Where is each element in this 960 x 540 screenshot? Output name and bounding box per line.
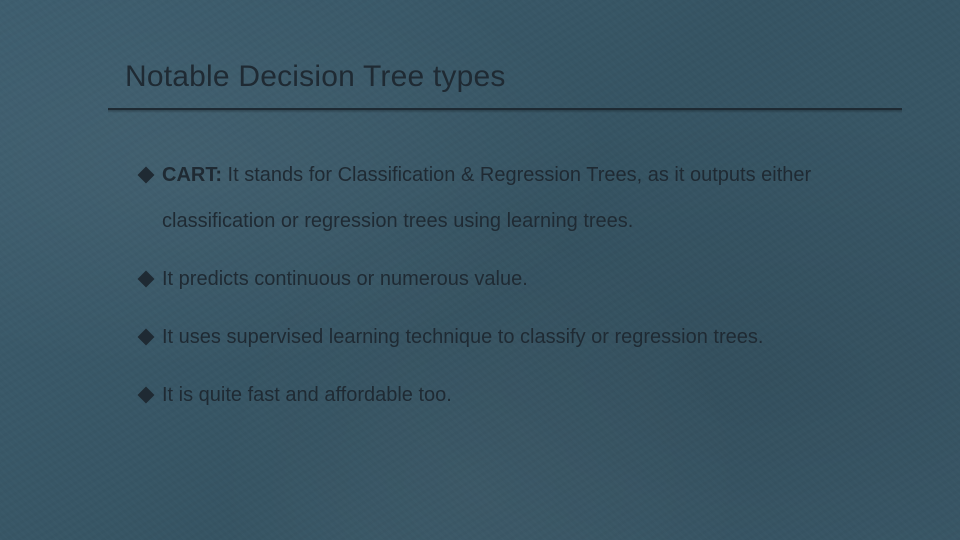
bullet-body: It stands for Classification & Regressio… xyxy=(162,164,811,232)
bullet-body: It predicts continuous or numerous value… xyxy=(162,268,528,290)
bullet-item: It uses supervised learning technique to… xyxy=(140,314,880,360)
bullet-lead: CART: xyxy=(162,164,222,186)
bullet-item: It predicts continuous or numerous value… xyxy=(140,256,880,302)
title-rule xyxy=(108,108,902,110)
slide: Notable Decision Tree types CART: It sta… xyxy=(0,0,960,540)
diamond-icon xyxy=(138,271,155,288)
bullet-item: CART: It stands for Classification & Reg… xyxy=(140,152,880,244)
bullet-text: CART: It stands for Classification & Reg… xyxy=(162,152,880,244)
bullet-body: It uses supervised learning technique to… xyxy=(162,326,763,348)
bullet-item: It is quite fast and affordable too. xyxy=(140,372,880,418)
diamond-icon xyxy=(138,329,155,346)
diamond-icon xyxy=(138,167,155,184)
diamond-icon xyxy=(138,387,155,404)
bullet-body: It is quite fast and affordable too. xyxy=(162,384,452,406)
bullet-text: It predicts continuous or numerous value… xyxy=(162,256,880,302)
slide-title: Notable Decision Tree types xyxy=(125,60,960,94)
bullet-text: It is quite fast and affordable too. xyxy=(162,372,880,418)
content-area: CART: It stands for Classification & Reg… xyxy=(140,152,880,418)
bullet-text: It uses supervised learning technique to… xyxy=(162,314,880,360)
